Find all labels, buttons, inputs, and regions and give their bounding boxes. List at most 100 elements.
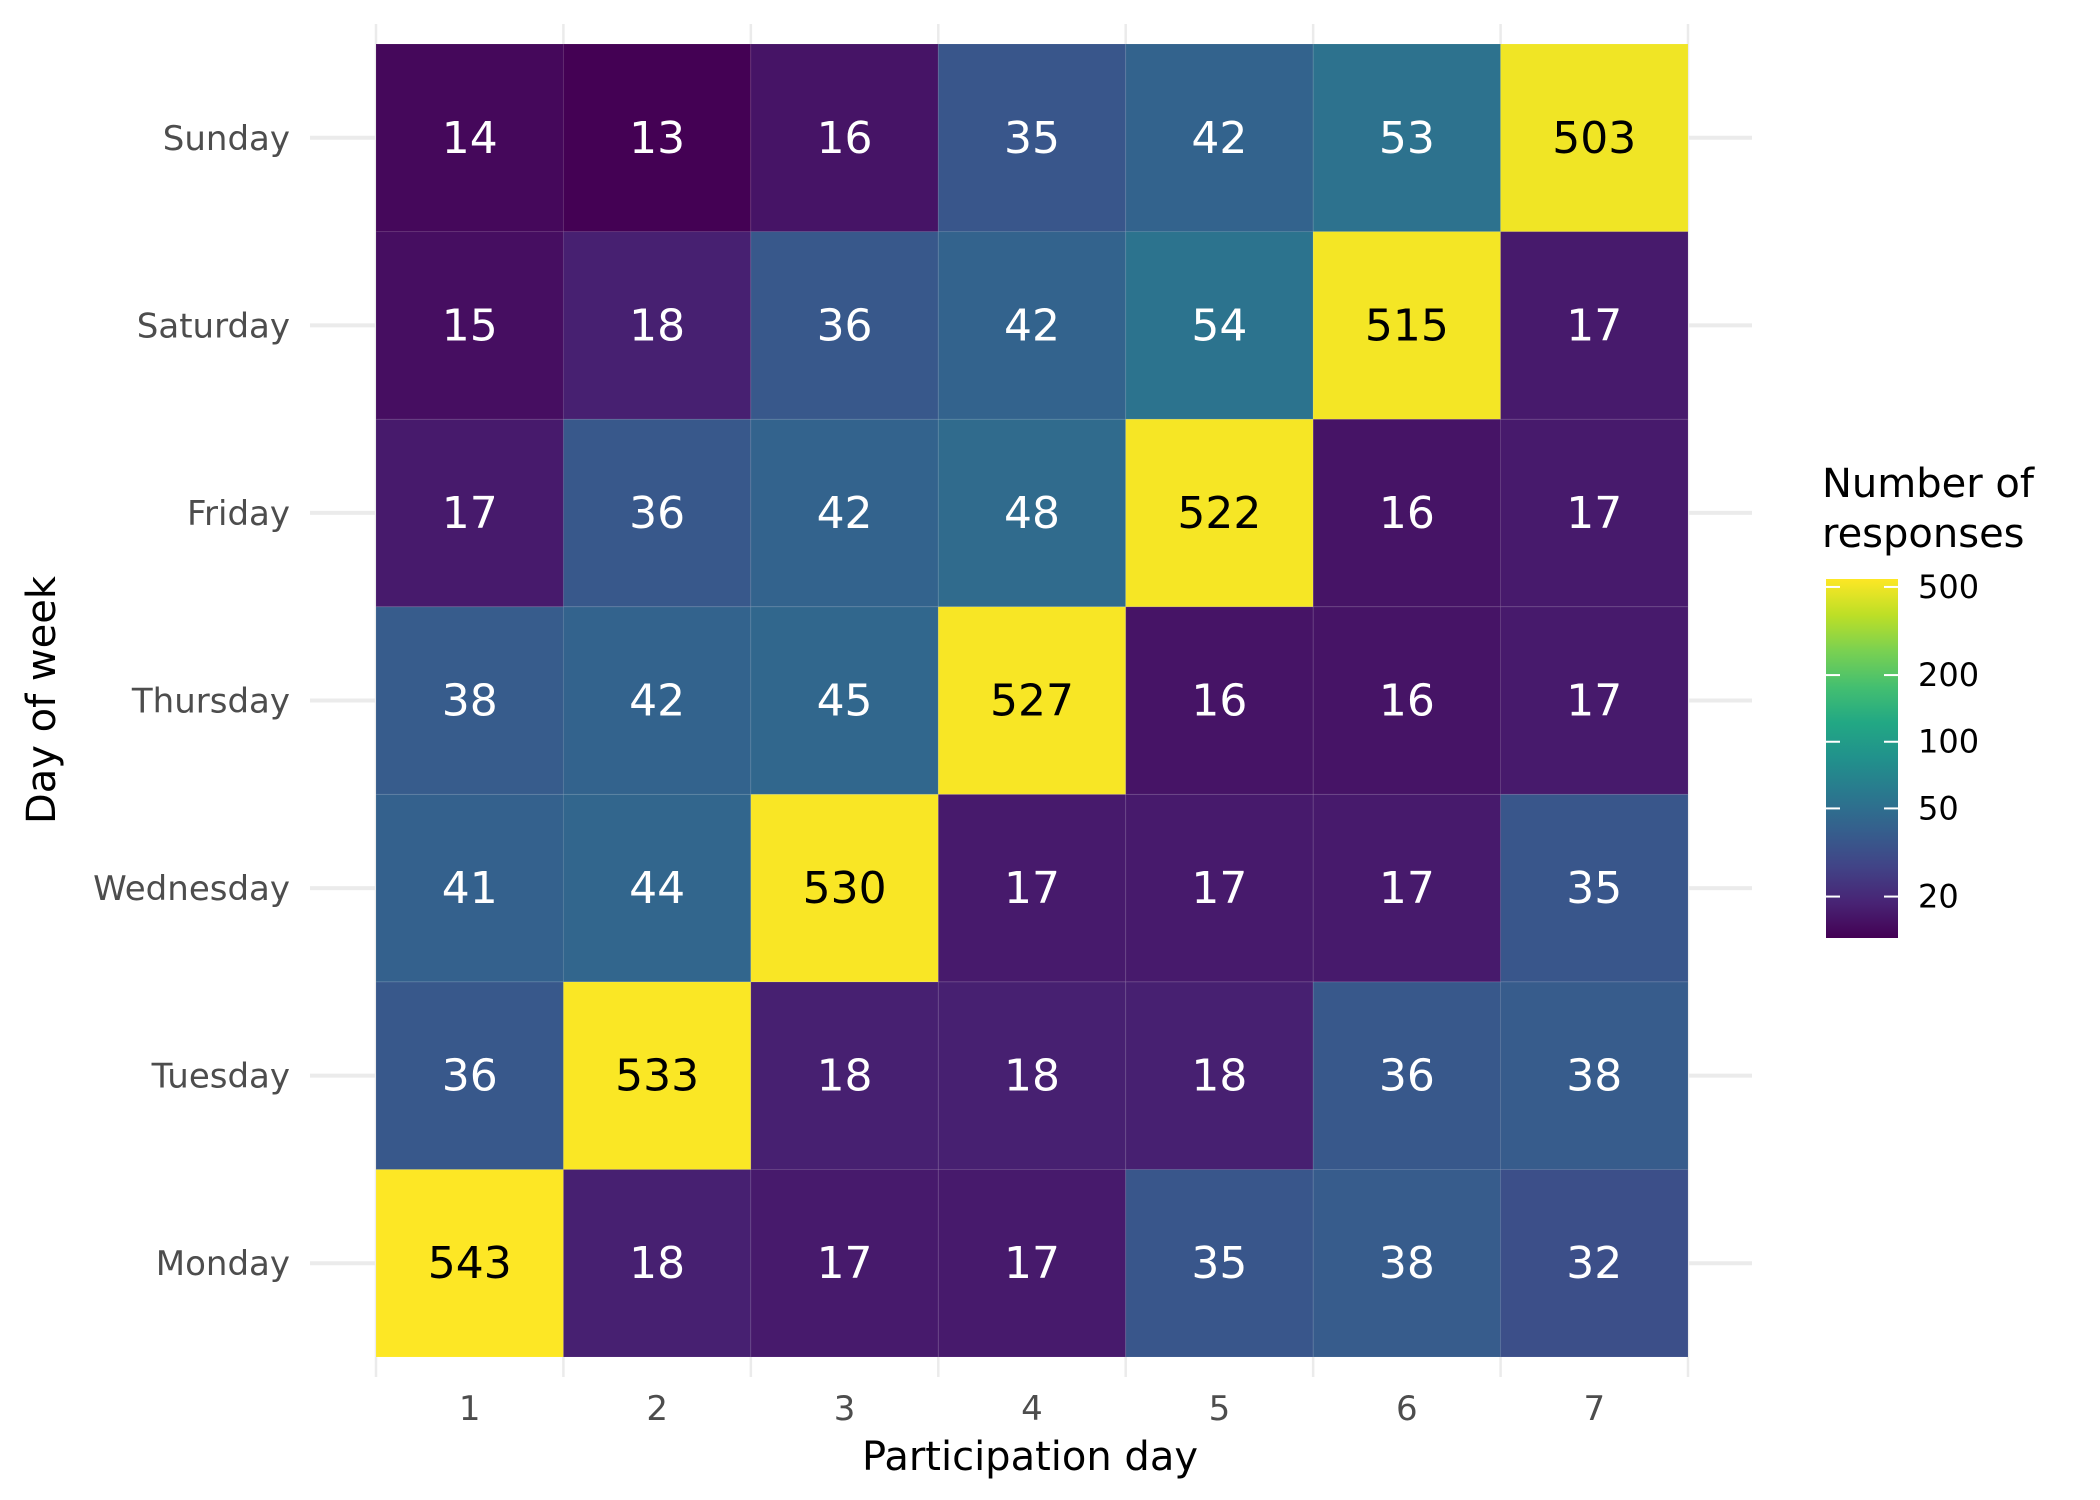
heatmap-cell xyxy=(375,981,564,1170)
legend-tick-label: 200 xyxy=(1918,656,1979,694)
heatmap-cell xyxy=(1125,793,1314,983)
heatmap-cell xyxy=(1312,981,1502,1170)
heatmap-cell xyxy=(1500,981,1689,1170)
cell-value-label: 17 xyxy=(442,488,498,539)
cell-value-label: 18 xyxy=(817,1051,873,1102)
color-legend: Number of responses 500 200 100 50 20 xyxy=(1822,461,2035,938)
cell-value-label: 45 xyxy=(817,676,873,727)
heatmap-cell xyxy=(375,231,564,420)
cell-value-label: 36 xyxy=(629,488,685,539)
y-tick-label: Wednesday xyxy=(93,869,290,909)
cell-value-label: 18 xyxy=(629,300,685,351)
cell-value-label: 35 xyxy=(1004,113,1060,164)
y-tick-label: Sunday xyxy=(163,119,290,159)
heatmap-cell xyxy=(375,793,564,983)
cell-value-label: 36 xyxy=(442,1051,498,1102)
legend-tick-label: 20 xyxy=(1918,878,1959,916)
legend-tick-label: 50 xyxy=(1918,789,1959,827)
cell-value-label: 42 xyxy=(817,488,873,539)
heatmap-cell xyxy=(750,43,939,233)
x-axis-ticks: 1 2 3 4 5 6 7 xyxy=(459,1389,1605,1429)
y-axis-title: Day of week xyxy=(19,575,65,824)
cell-value-label: 35 xyxy=(1566,863,1622,914)
heatmap-cell xyxy=(1312,43,1502,233)
legend-tick-label: 500 xyxy=(1918,568,1979,606)
cell-value-label: 13 xyxy=(629,113,685,164)
cell-value-label: 38 xyxy=(1379,1238,1435,1289)
x-tick-label: 2 xyxy=(646,1389,668,1429)
x-tick-label: 5 xyxy=(1209,1389,1231,1429)
x-tick-label: 3 xyxy=(834,1389,856,1429)
cell-value-label: 35 xyxy=(1191,1238,1247,1289)
x-tick-label: 6 xyxy=(1396,1389,1418,1429)
cell-labels: 543 18 17 17 35 38 32 36 533 18 18 18 36 38 41 44 530 17 1… xyxy=(428,113,1637,1289)
cell-value-label: 527 xyxy=(990,676,1074,727)
legend-ticks: 500 200 100 50 20 xyxy=(1826,568,1979,916)
heatmap-cell xyxy=(750,1168,939,1358)
heatmap-cell xyxy=(1312,231,1502,420)
cell-value-label: 17 xyxy=(1566,300,1622,351)
cell-value-label: 17 xyxy=(1004,863,1060,914)
heatmap-cell xyxy=(375,43,564,233)
cell-value-label: 38 xyxy=(442,676,498,727)
cell-value-label: 530 xyxy=(803,863,887,914)
heatmap-cell xyxy=(562,418,752,608)
y-axis-ticks: Monday Tuesday Wednesday Thursday Friday Satu… xyxy=(93,119,290,1284)
heatmap-cell xyxy=(937,793,1127,983)
cell-value-label: 17 xyxy=(1191,863,1247,914)
cell-value-label: 515 xyxy=(1365,300,1449,351)
cell-value-label: 503 xyxy=(1552,113,1636,164)
legend-tick-label: 100 xyxy=(1918,723,1979,761)
cell-value-label: 17 xyxy=(1004,1238,1060,1289)
heatmap-cell xyxy=(1125,1168,1314,1358)
heatmap-cell xyxy=(1500,43,1689,233)
x-axis-title: Participation day xyxy=(862,1434,1198,1480)
x-tick-label: 7 xyxy=(1583,1389,1605,1429)
cell-value-label: 48 xyxy=(1004,488,1060,539)
y-tick-label: Saturday xyxy=(137,306,290,346)
heatmap-cell xyxy=(562,231,752,420)
y-tick-label: Friday xyxy=(187,494,290,534)
cell-value-label: 18 xyxy=(1191,1051,1247,1102)
cell-value-label: 42 xyxy=(1004,300,1060,351)
cell-value-label: 18 xyxy=(1004,1051,1060,1102)
cell-value-label: 38 xyxy=(1566,1051,1622,1102)
x-tick-label: 4 xyxy=(1021,1389,1043,1429)
cell-value-label: 16 xyxy=(1379,676,1435,727)
cell-value-label: 53 xyxy=(1379,113,1435,164)
cell-value-label: 17 xyxy=(1379,863,1435,914)
cell-value-label: 17 xyxy=(1566,488,1622,539)
heatmap-cell xyxy=(750,606,939,795)
y-tick-label: Thursday xyxy=(131,682,290,722)
cell-value-label: 16 xyxy=(817,113,873,164)
cell-value-label: 32 xyxy=(1566,1238,1622,1289)
cell-value-label: 16 xyxy=(1379,488,1435,539)
cell-value-label: 41 xyxy=(442,863,498,914)
cell-value-label: 533 xyxy=(615,1051,699,1102)
heatmap-cell xyxy=(375,1168,564,1358)
y-tick-label: Tuesday xyxy=(151,1057,290,1097)
heatmap-cell xyxy=(562,606,752,795)
heatmap-cell xyxy=(750,981,939,1170)
heatmap-cell xyxy=(1125,981,1314,1170)
cell-value-label: 18 xyxy=(629,1238,685,1289)
heatmap-cell xyxy=(1500,606,1689,795)
cell-value-label: 543 xyxy=(428,1238,512,1289)
cell-value-label: 42 xyxy=(1191,113,1247,164)
cell-value-label: 54 xyxy=(1191,300,1247,351)
cell-value-label: 522 xyxy=(1177,488,1261,539)
heatmap-cell xyxy=(750,793,939,983)
heatmap-tiles xyxy=(375,43,1689,1358)
cell-value-label: 15 xyxy=(442,300,498,351)
heatmap-cell xyxy=(1500,793,1689,983)
heatmap-cell xyxy=(750,231,939,420)
cell-value-label: 17 xyxy=(1566,676,1622,727)
x-tick-label: 1 xyxy=(459,1389,481,1429)
heatmap-cell xyxy=(375,418,564,608)
heatmap-cell xyxy=(1500,418,1689,608)
heatmap-cell xyxy=(375,606,564,795)
cell-value-label: 44 xyxy=(629,863,685,914)
heatmap-cell xyxy=(1312,606,1502,795)
heatmap-cell xyxy=(1125,606,1314,795)
